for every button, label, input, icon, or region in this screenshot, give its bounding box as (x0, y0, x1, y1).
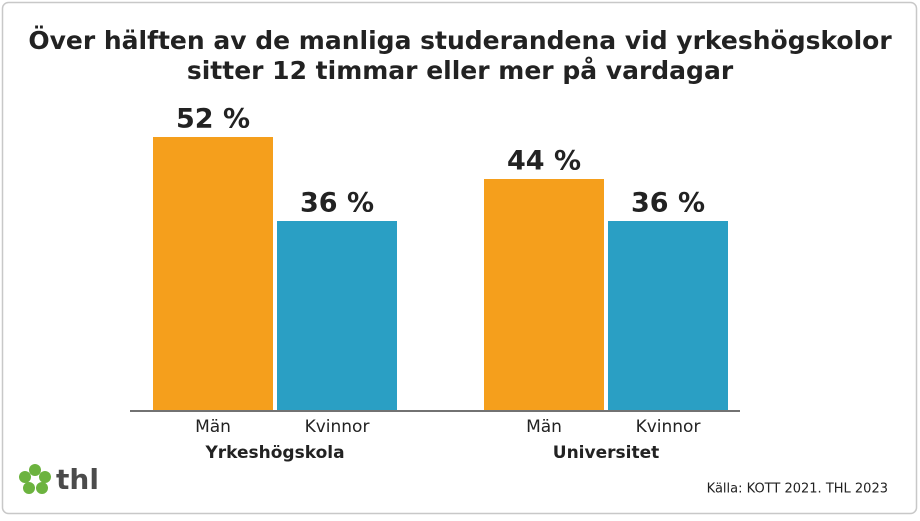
value-label: 36 % (631, 188, 705, 219)
bar (153, 137, 273, 410)
value-label: 44 % (507, 146, 581, 177)
logo-text: thl (56, 463, 99, 496)
category-label: Män (526, 417, 562, 437)
bar (277, 221, 397, 410)
value-label: 52 % (176, 104, 250, 135)
category-label: Kvinnor (636, 417, 701, 437)
group-label: Universitet (553, 443, 659, 463)
group-label: Yrkeshögskola (204, 443, 344, 463)
source: Källa: KOTT 2021. THL 2023 (707, 482, 888, 497)
chart-title: Över hälften av de manliga studerandena … (28, 25, 892, 55)
bar (484, 179, 604, 410)
bar (608, 221, 728, 410)
category-label: Män (195, 417, 231, 437)
category-label: Kvinnor (305, 417, 370, 437)
chart-title: sitter 12 timmar eller mer på vardagar (187, 56, 734, 85)
logo-icon (19, 464, 51, 494)
value-label: 36 % (300, 188, 374, 219)
